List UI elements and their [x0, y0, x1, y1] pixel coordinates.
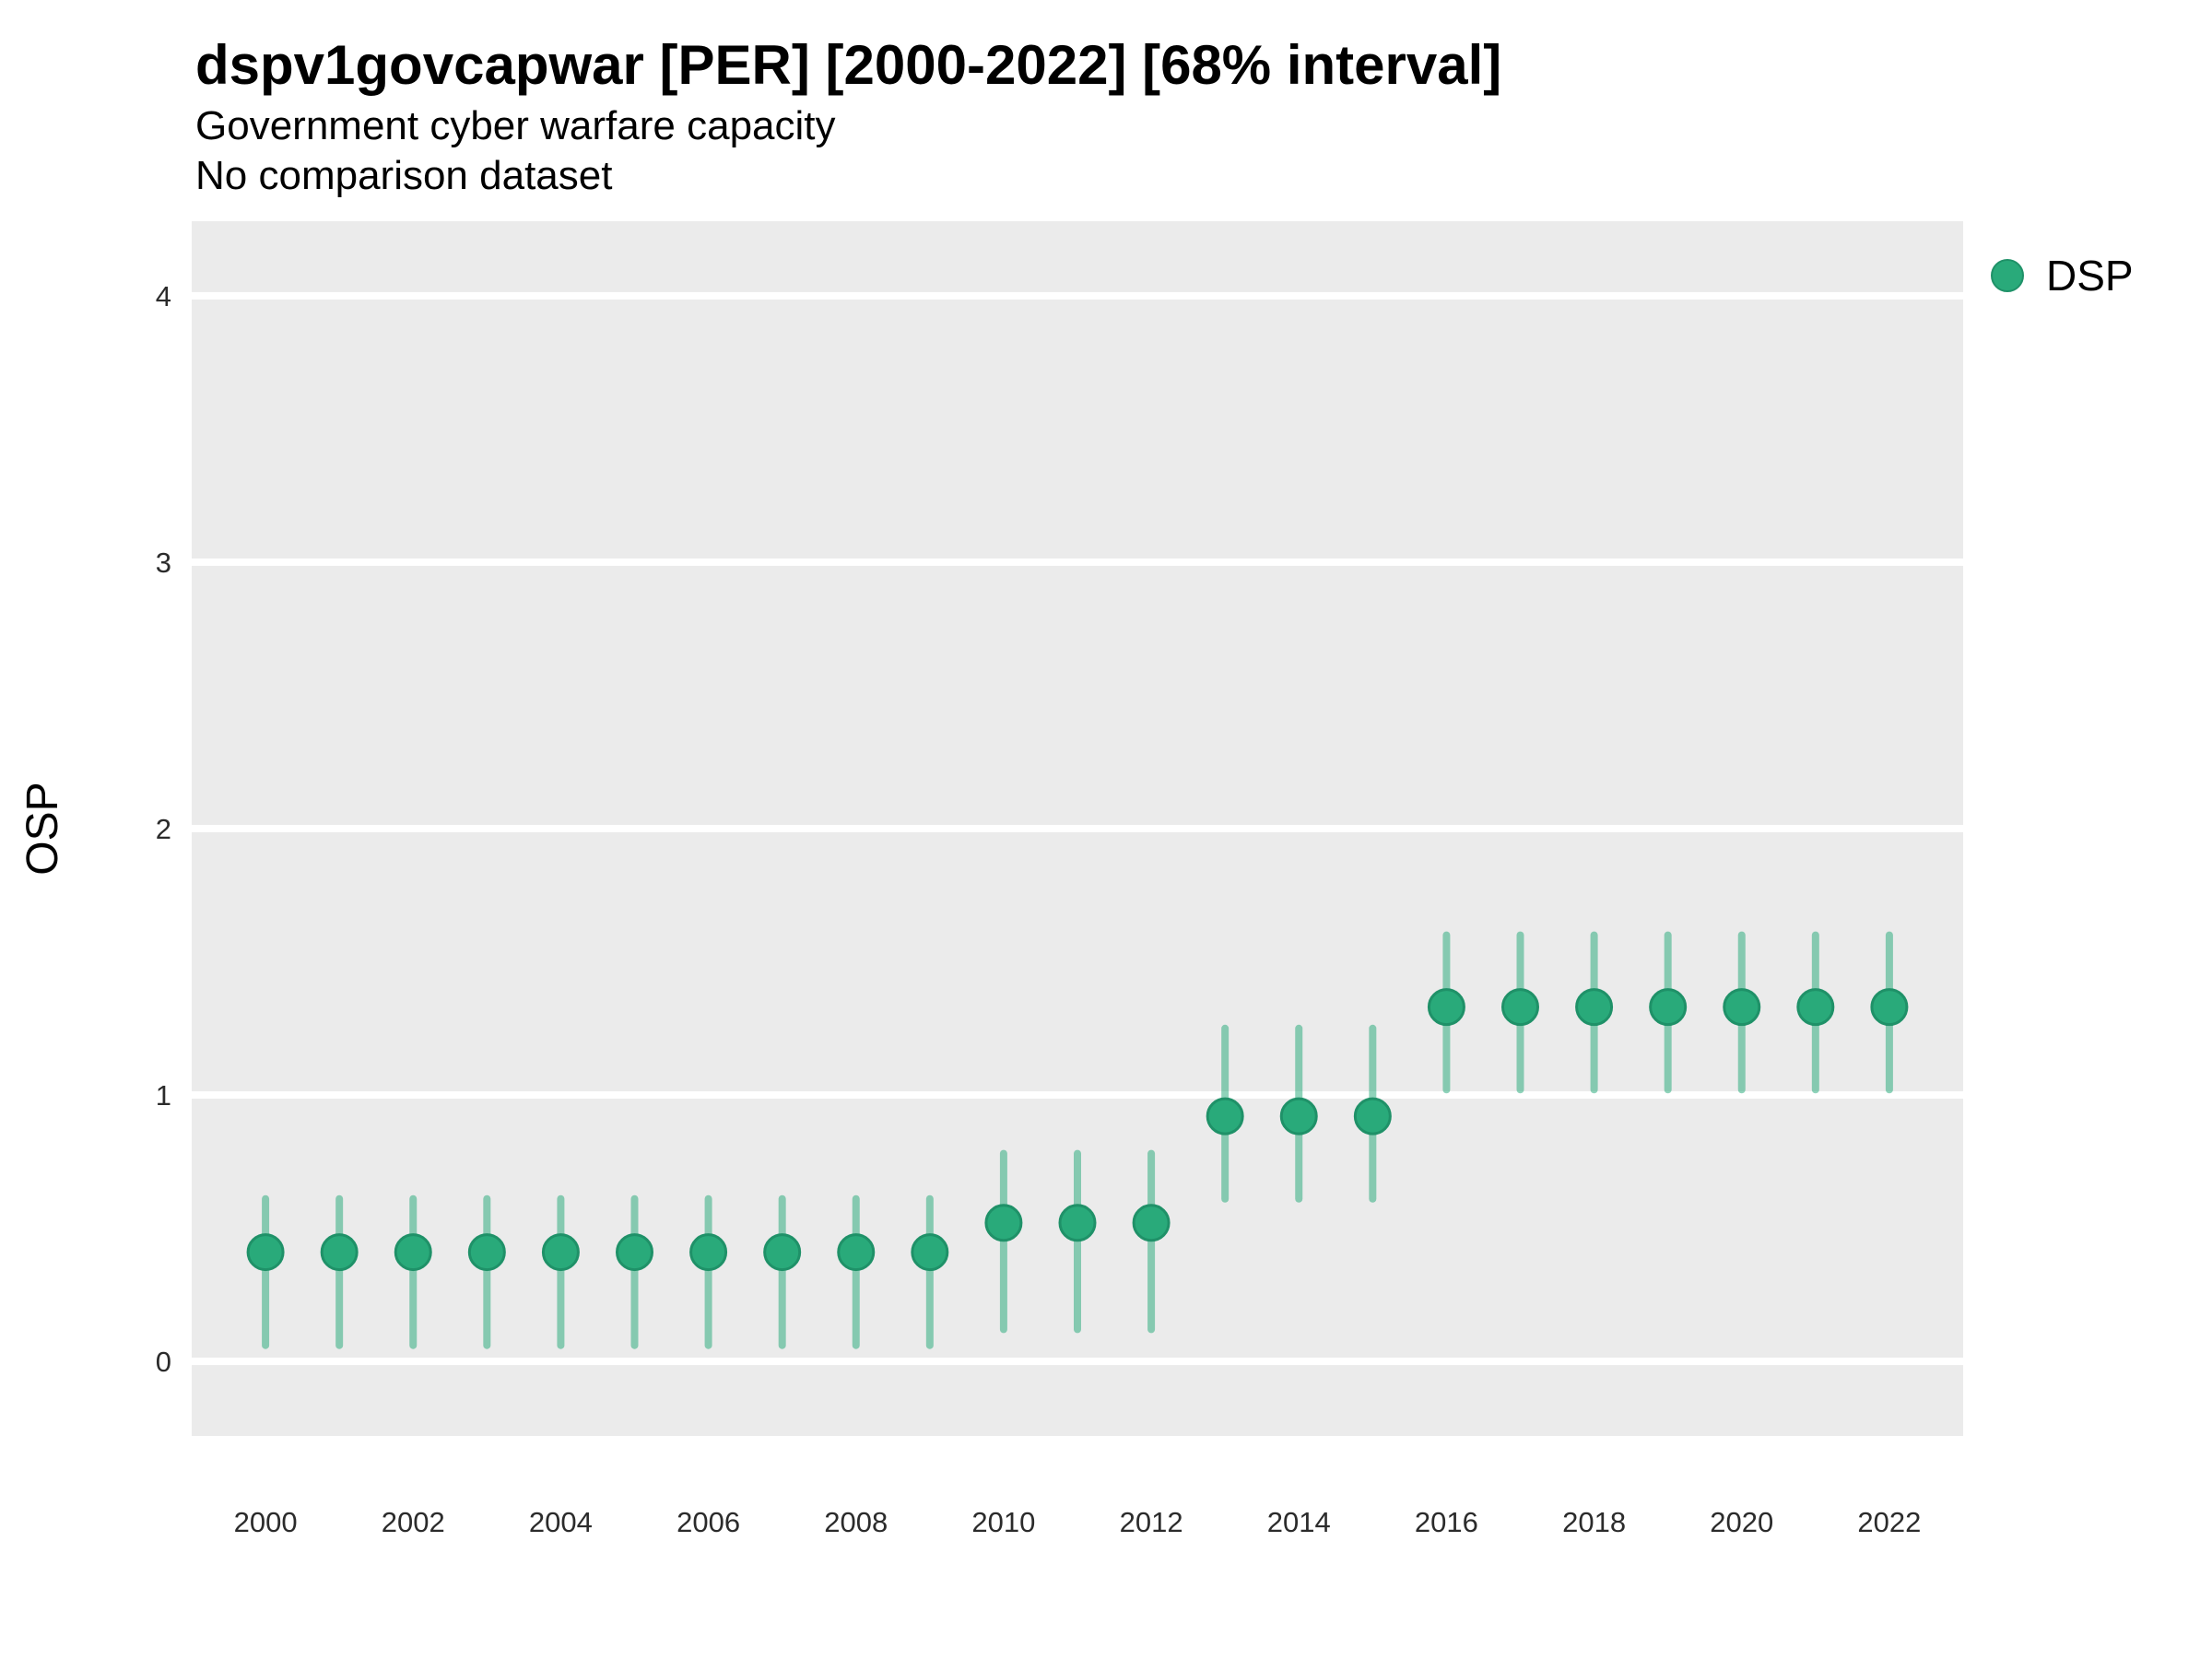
data-point	[320, 1233, 359, 1272]
x-tick-label: 2018	[1562, 1506, 1626, 1538]
data-point	[1649, 988, 1688, 1027]
legend-marker-circle-icon	[1991, 259, 2024, 292]
data-point	[394, 1233, 432, 1272]
x-tick-label: 2004	[529, 1506, 593, 1538]
y-axis-title: OSP	[18, 782, 67, 875]
data-point	[984, 1204, 1023, 1242]
data-point	[763, 1233, 802, 1272]
legend: DSP	[1991, 251, 2134, 300]
x-tick-label: 2016	[1415, 1506, 1478, 1538]
x-tick-label: 2012	[1120, 1506, 1183, 1538]
gridline-y	[192, 1091, 1963, 1100]
data-point	[1796, 988, 1835, 1027]
chart-subtitle-2: No comparison dataset	[195, 153, 613, 198]
data-point	[911, 1233, 949, 1272]
data-point	[1427, 988, 1465, 1027]
data-point	[1058, 1204, 1097, 1242]
x-tick-label: 2006	[677, 1506, 740, 1538]
data-point	[616, 1233, 653, 1272]
chart-title: dspv1govcapwar [PER] [2000-2022] [68% in…	[195, 34, 1502, 96]
y-tick-label: 4	[156, 280, 171, 312]
gridline-y	[192, 558, 1963, 566]
legend-label: DSP	[2046, 252, 2134, 300]
gridline-y	[192, 1358, 1963, 1366]
x-tick-label: 2008	[824, 1506, 888, 1538]
x-tick-label: 2000	[234, 1506, 298, 1538]
data-point	[1501, 988, 1539, 1027]
data-point	[1206, 1097, 1244, 1135]
data-point	[1723, 988, 1761, 1027]
y-tick-label: 1	[156, 1079, 171, 1112]
data-point	[246, 1233, 285, 1272]
data-point	[837, 1233, 876, 1272]
gridline-y	[192, 291, 1963, 300]
data-point	[541, 1233, 580, 1272]
data-point	[1132, 1204, 1171, 1242]
chart-subtitle: Government cyber warfare capacity	[195, 103, 836, 148]
data-point	[1279, 1097, 1318, 1135]
y-tick-label: 2	[156, 813, 171, 845]
data-point	[467, 1233, 506, 1272]
y-tick-label: 0	[156, 1346, 171, 1378]
data-point	[1575, 988, 1614, 1027]
y-tick-label: 3	[156, 547, 171, 579]
data-point	[1870, 988, 1909, 1027]
x-tick-label: 2002	[382, 1506, 445, 1538]
x-tick-label: 2014	[1267, 1506, 1331, 1538]
data-point	[1353, 1097, 1392, 1135]
x-tick-label: 2010	[971, 1506, 1035, 1538]
x-tick-label: 2022	[1857, 1506, 1921, 1538]
gridline-y	[192, 825, 1963, 832]
x-tick-label: 2020	[1710, 1506, 1773, 1538]
data-point	[689, 1233, 728, 1272]
